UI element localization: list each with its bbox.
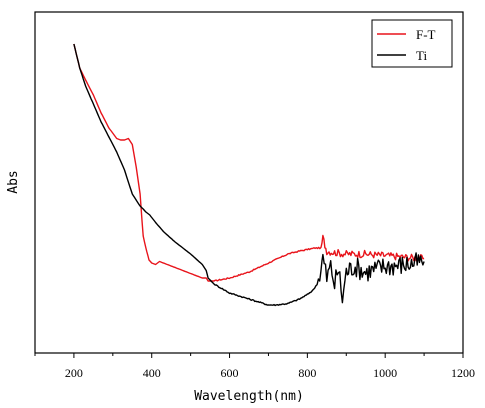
x-axis-ticks: 200 400 600 800 1000 1200 xyxy=(34,353,475,380)
y-axis-title: Abs xyxy=(6,170,21,193)
x-tick-label: 400 xyxy=(143,366,161,380)
series-line-Ti xyxy=(73,43,425,307)
x-tick-label: 200 xyxy=(65,366,83,380)
series-layer xyxy=(73,43,425,307)
x-tick-label: 1200 xyxy=(451,366,475,380)
x-axis-title: Wavelength(nm) xyxy=(194,389,304,404)
x-tick-label: 1000 xyxy=(373,366,397,380)
legend: F-T Ti xyxy=(371,19,453,68)
legend-label: Ti xyxy=(416,48,427,63)
legend-box xyxy=(371,19,453,68)
series-line-F-T xyxy=(73,43,425,282)
legend-label: F-T xyxy=(416,27,436,42)
x-tick-label: 600 xyxy=(221,366,239,380)
plot-frame xyxy=(34,11,464,354)
x-tick-label: 800 xyxy=(298,366,316,380)
